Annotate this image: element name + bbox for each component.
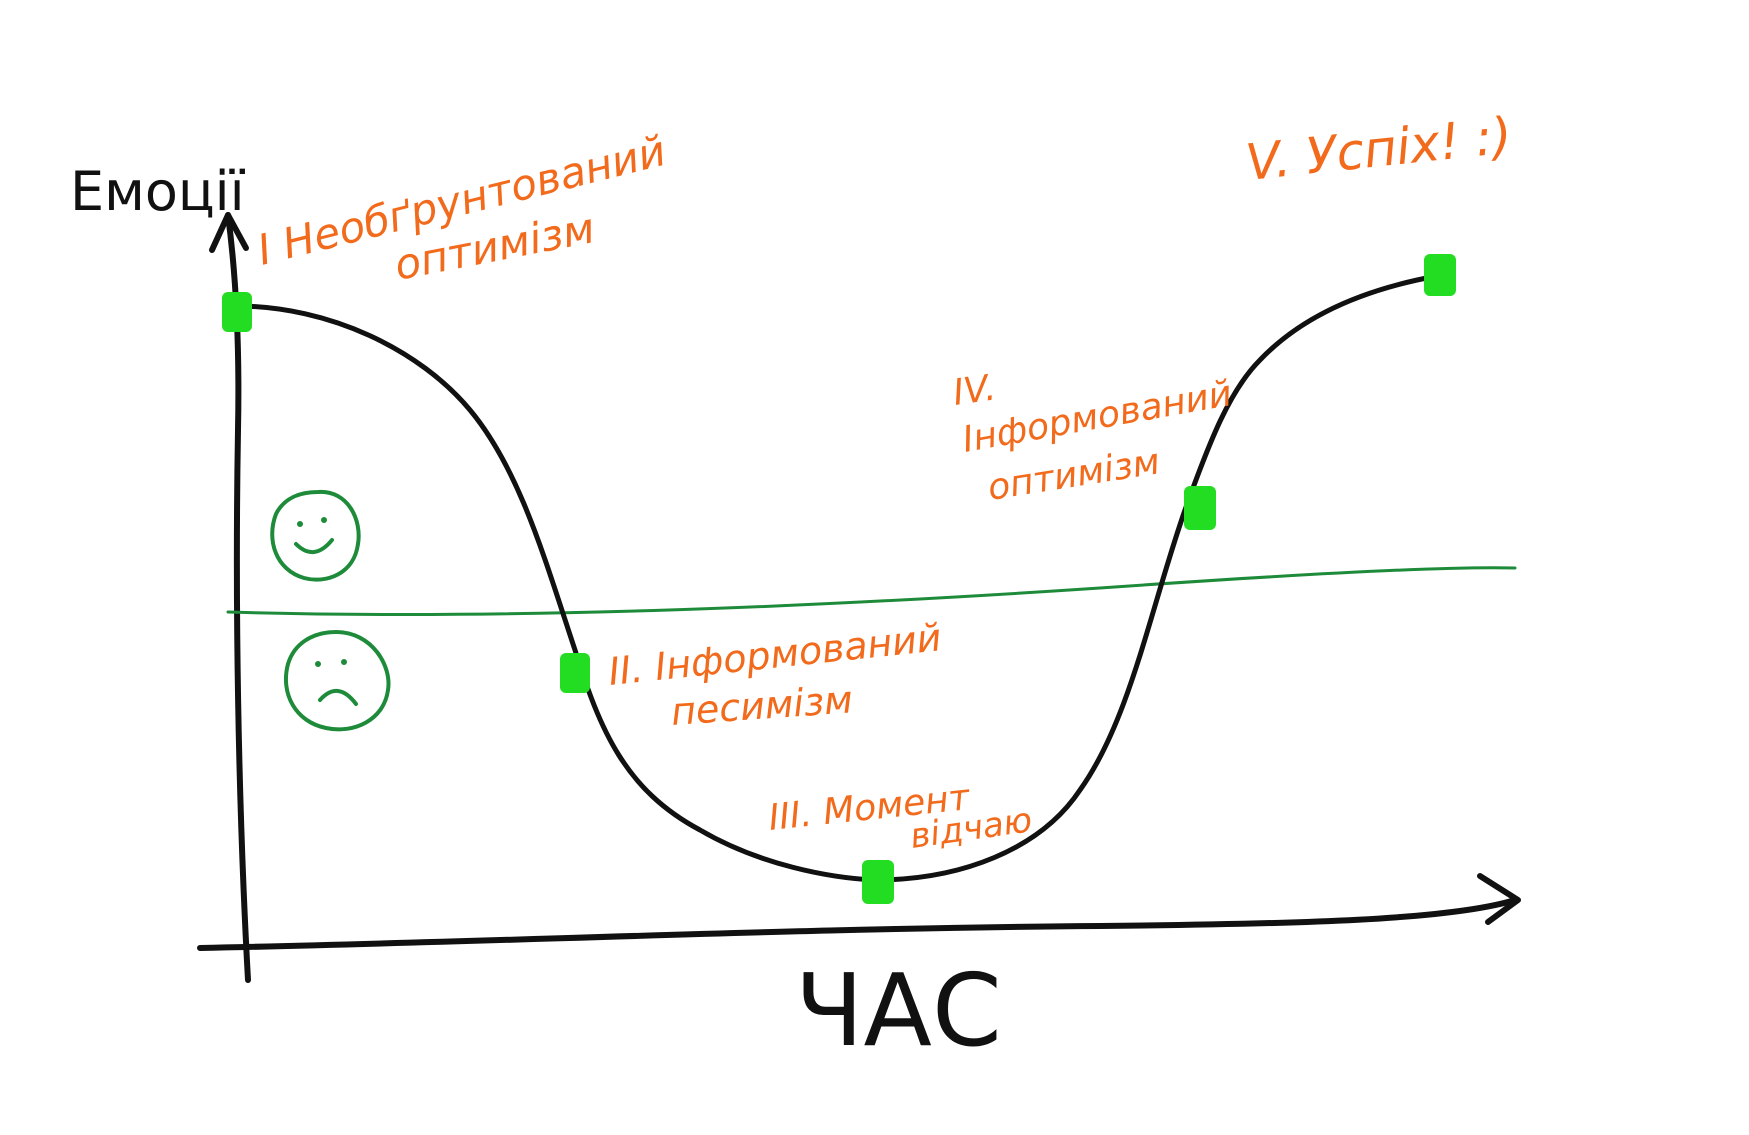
stage-5-label: V. Успіх! :) bbox=[1243, 106, 1514, 192]
stage-5-marker bbox=[1424, 254, 1456, 296]
y-axis-line bbox=[225, 212, 251, 983]
x-axis: ЧАС bbox=[197, 873, 1521, 1069]
stage-2-label-line-2: песимізм bbox=[670, 677, 855, 734]
stage-4-marker bbox=[1184, 486, 1216, 530]
happy-face-icon bbox=[270, 489, 361, 582]
x-axis-line bbox=[197, 897, 1518, 951]
stage-4-label-line-2: Інформований bbox=[959, 373, 1235, 461]
x-axis-arrow-icon bbox=[1477, 873, 1521, 925]
y-axis-arrow-icon bbox=[209, 212, 249, 253]
stage-1-marker bbox=[222, 292, 252, 332]
stage-4-label-line-1: IV. bbox=[951, 367, 999, 414]
y-axis: Емоції bbox=[70, 160, 251, 983]
emotion-divider-line bbox=[226, 566, 1517, 616]
x-axis-label: ЧАС bbox=[795, 952, 1002, 1069]
sad-face-icon bbox=[284, 629, 391, 732]
stage-3-marker bbox=[862, 860, 894, 904]
stage-labels: I Необґрунтований оптимізм II. Інформова… bbox=[253, 106, 1515, 857]
stage-2-marker bbox=[560, 653, 590, 693]
y-axis-label: Емоції bbox=[70, 160, 246, 223]
stage-markers bbox=[222, 254, 1456, 904]
